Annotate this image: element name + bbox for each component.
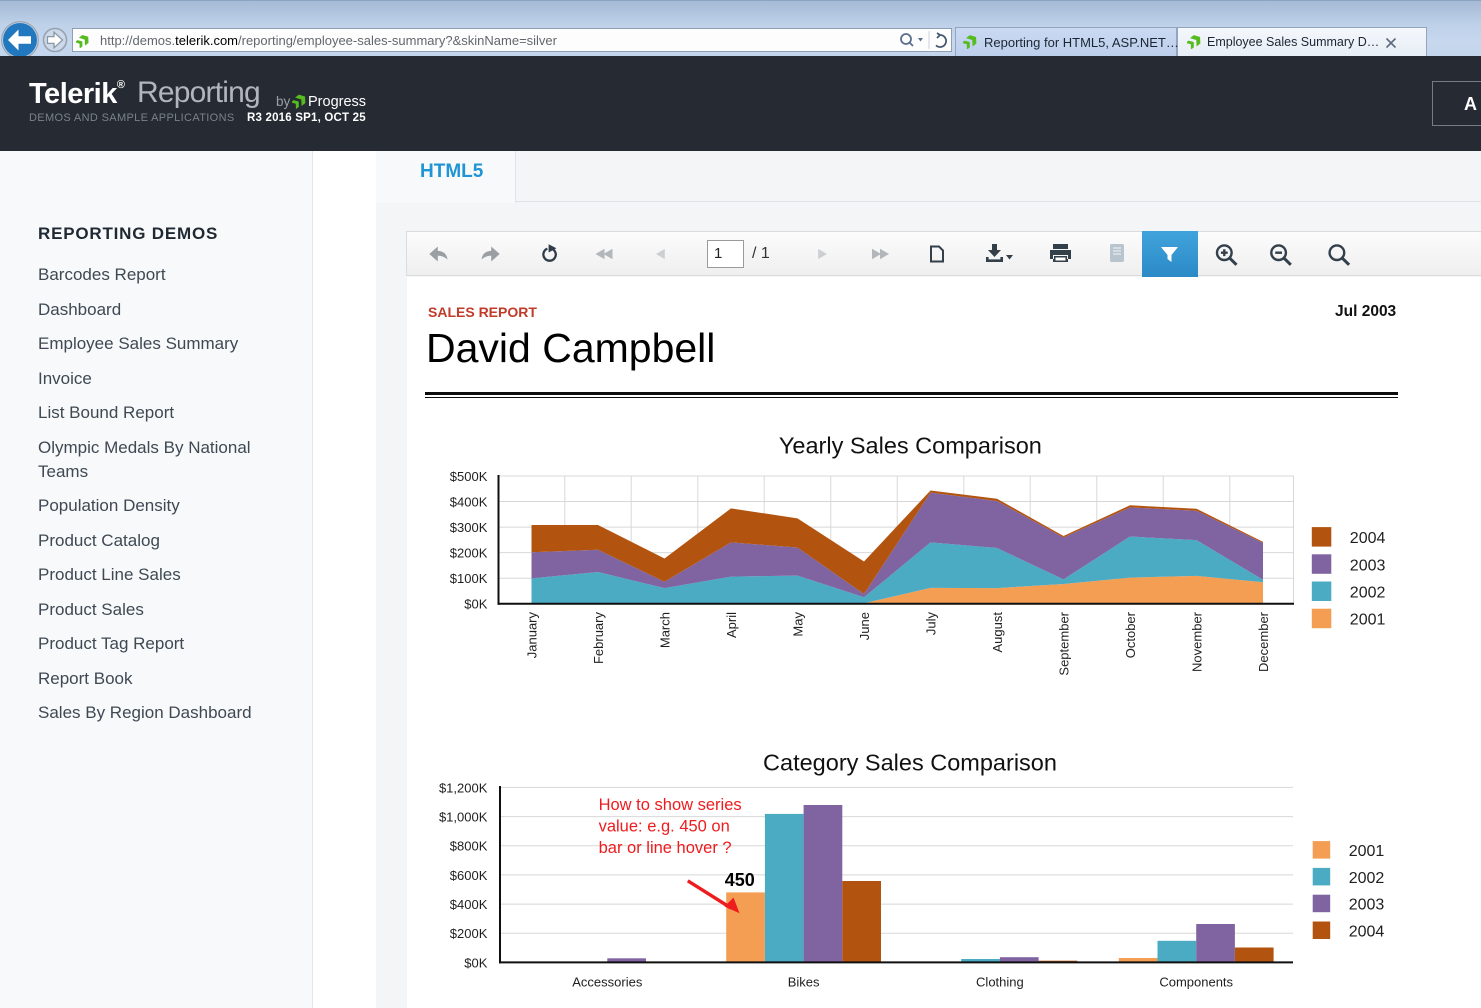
svg-text:Category Sales Comparison: Category Sales Comparison (763, 750, 1057, 776)
svg-text:October: October (1123, 611, 1138, 658)
svg-text:$400K: $400K (450, 495, 488, 510)
svg-text:$200K: $200K (450, 926, 488, 941)
svg-text:$0K: $0K (464, 955, 487, 970)
svg-text:May: May (791, 612, 806, 637)
svg-text:2002: 2002 (1350, 585, 1386, 602)
svg-text:February: February (591, 612, 606, 665)
svg-text:December: December (1256, 611, 1271, 672)
svg-text:Clothing: Clothing (976, 975, 1024, 990)
svg-text:$200K: $200K (450, 546, 488, 561)
svg-text:$300K: $300K (450, 520, 488, 535)
svg-text:August: August (990, 612, 1005, 653)
svg-text:Bikes: Bikes (788, 975, 820, 990)
svg-text:$400K: $400K (450, 897, 488, 912)
svg-text:2004: 2004 (1350, 530, 1386, 547)
svg-text:$600K: $600K (450, 868, 488, 883)
svg-text:2001: 2001 (1349, 843, 1385, 860)
svg-text:value: e.g. 450 on: value: e.g. 450 on (599, 818, 730, 836)
svg-text:January: January (525, 612, 540, 659)
svg-text:Accessories: Accessories (572, 975, 643, 990)
svg-text:September: September (1057, 611, 1072, 675)
svg-text:Yearly Sales Comparison: Yearly Sales Comparison (779, 433, 1042, 459)
svg-text:2004: 2004 (1349, 924, 1385, 941)
svg-text:2003: 2003 (1349, 897, 1385, 914)
svg-text:2002: 2002 (1349, 870, 1385, 887)
svg-text:bar or line hover ?: bar or line hover ? (599, 839, 732, 857)
svg-text:July: July (924, 612, 939, 636)
svg-text:June: June (857, 612, 872, 640)
svg-text:How to show series: How to show series (599, 796, 742, 814)
svg-text:2001: 2001 (1350, 612, 1386, 629)
svg-text:450: 450 (725, 870, 755, 890)
svg-text:$800K: $800K (450, 839, 488, 854)
svg-text:$1,000K: $1,000K (439, 810, 488, 825)
svg-text:November: November (1190, 611, 1205, 672)
svg-text:April: April (724, 612, 739, 638)
svg-text:March: March (658, 612, 673, 648)
svg-text:$100K: $100K (450, 571, 488, 586)
svg-text:2003: 2003 (1350, 557, 1386, 574)
svg-text:$0K: $0K (464, 597, 487, 612)
svg-text:$500K: $500K (450, 469, 488, 484)
svg-text:$1,200K: $1,200K (439, 780, 488, 795)
svg-text:Components: Components (1159, 975, 1233, 990)
